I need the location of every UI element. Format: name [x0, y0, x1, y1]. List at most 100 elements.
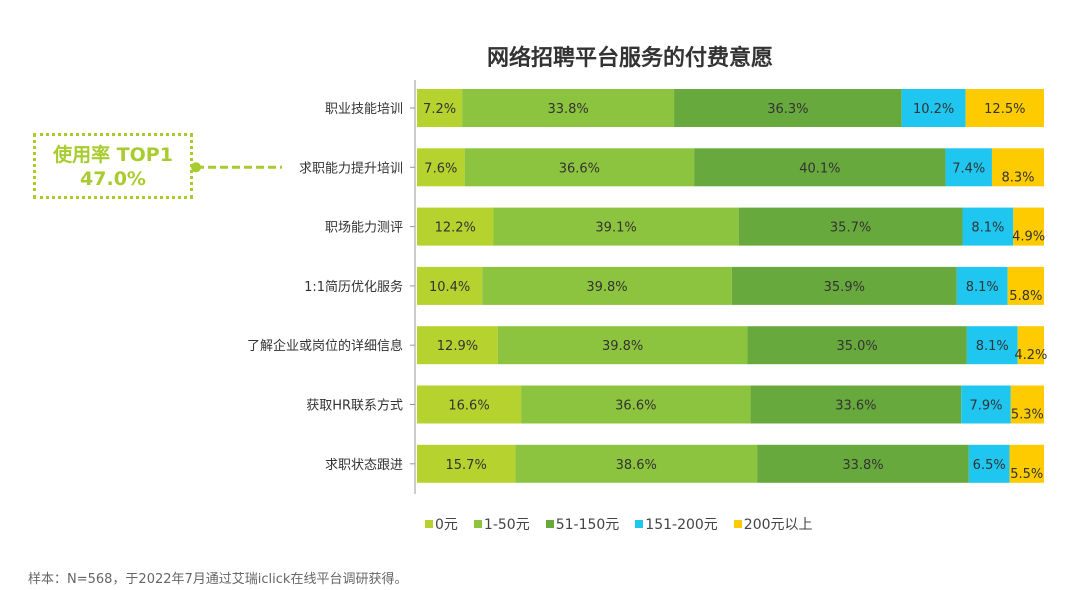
bar-segment [417, 89, 463, 127]
callout-label: 使用率 TOP1 [53, 144, 173, 166]
legend-item: 0元 [425, 514, 458, 534]
legend-swatch [635, 520, 644, 528]
bar-segment [991, 148, 1044, 187]
data-label: 15.7% [446, 458, 487, 473]
bar-segment [901, 89, 966, 127]
data-label: 40.1% [799, 161, 840, 176]
data-label: 39.1% [595, 221, 636, 236]
bar-segment [417, 266, 483, 305]
legend-swatch [473, 520, 482, 528]
data-label: 35.7% [830, 221, 871, 236]
legend-swatch [545, 520, 554, 528]
data-label: 5.8% [1009, 289, 1042, 304]
bar-segment [417, 326, 498, 365]
legend-label: 151-200元 [645, 517, 718, 533]
data-label: 16.6% [448, 399, 489, 414]
category-label: 职业技能培训 [325, 101, 403, 117]
bar-segment [1007, 266, 1044, 305]
data-label: 10.2% [913, 102, 954, 117]
bar-segment [1009, 444, 1044, 483]
data-label: 8.1% [971, 221, 1004, 236]
data-label: 35.0% [836, 339, 877, 354]
data-label: 33.6% [835, 399, 876, 414]
bar-segment [417, 148, 465, 187]
data-label: 33.8% [842, 458, 883, 473]
legend-label: 51-150元 [555, 517, 620, 533]
bar-segment [1010, 385, 1044, 424]
bar-segment [731, 266, 957, 305]
data-label: 5.5% [1010, 467, 1043, 482]
bar-segment [515, 444, 758, 483]
legend-swatch [733, 520, 742, 528]
legend-item: 151-200元 [635, 514, 718, 534]
bar-segment [966, 326, 1018, 365]
data-label: 36.3% [767, 102, 808, 117]
bar-segment [482, 266, 732, 305]
bar-segment [961, 385, 1011, 424]
data-label: 7.6% [424, 161, 457, 176]
data-label: 10.4% [429, 280, 470, 295]
data-label: 36.6% [615, 399, 656, 414]
data-label: 33.8% [547, 102, 588, 117]
source-note: 样本：N=568，于2022年7月通过艾瑞iclick在线平台调研获得。 [28, 572, 408, 587]
legend-item: 51-150元 [545, 514, 620, 534]
bar-segment [1017, 326, 1044, 365]
legend-item: 200元以上 [733, 514, 813, 534]
data-label: 7.9% [969, 399, 1002, 414]
bar-segment [417, 207, 494, 246]
bar-segment [757, 444, 969, 483]
data-label: 8.1% [966, 280, 999, 295]
legend-swatch [425, 520, 433, 528]
legend: 0元 1-50元 51-150元 151-200元 200元以上 [425, 514, 813, 534]
bar-segment [464, 148, 695, 187]
bar-segment [417, 444, 516, 483]
bar-segment [694, 148, 946, 187]
data-label: 39.8% [586, 280, 627, 295]
bar-segment [747, 326, 967, 365]
data-label: 12.5% [984, 102, 1025, 117]
data-label: 6.5% [973, 458, 1006, 473]
category-label: 了解企业或岗位的详细信息 [247, 338, 403, 354]
bar-segment [750, 385, 962, 424]
bar-segment [462, 89, 675, 127]
bar-segment [521, 385, 751, 424]
data-label: 7.2% [423, 102, 456, 117]
legend-label: 1-50元 [483, 517, 530, 533]
callout-dot [191, 162, 201, 173]
data-label: 4.9% [1012, 230, 1045, 245]
data-label: 38.6% [616, 458, 657, 473]
callout-value: 47.0% [80, 168, 146, 190]
category-label: 职场能力测评 [325, 221, 403, 236]
category-label: 求职能力提升培训 [299, 160, 403, 176]
data-label: 12.9% [437, 339, 478, 354]
bar-segment [493, 207, 739, 246]
bar-segment [417, 385, 522, 424]
data-label: 8.3% [1001, 170, 1034, 185]
legend-item: 1-50元 [473, 514, 530, 534]
data-label: 7.4% [952, 161, 985, 176]
bar-segment [962, 207, 1014, 246]
bar-segment [945, 148, 992, 187]
data-label: 35.9% [824, 280, 865, 295]
bar-segment [1013, 207, 1044, 246]
data-label: 39.8% [602, 339, 643, 354]
chart-title: 网络招聘平台服务的付费意愿 [486, 46, 773, 71]
data-label: 4.2% [1014, 348, 1047, 363]
data-label: 5.3% [1011, 408, 1044, 423]
bar-segment [497, 326, 748, 365]
category-label: 获取HR联系方式 [306, 398, 403, 414]
bar-segment [968, 444, 1010, 483]
top1-callout: 使用率 TOP1 47.0% [33, 133, 193, 199]
legend-label: 200元以上 [743, 517, 813, 533]
bar-segment [965, 89, 1044, 127]
category-label: 1:1简历优化服务 [304, 279, 403, 295]
data-label: 8.1% [976, 339, 1009, 354]
data-label: 12.2% [435, 221, 476, 236]
legend-label: 0元 [435, 517, 458, 533]
data-label: 36.6% [559, 161, 600, 176]
bar-segment [674, 89, 902, 127]
category-label: 求职状态跟进 [325, 458, 403, 473]
bar-segment [956, 266, 1008, 305]
